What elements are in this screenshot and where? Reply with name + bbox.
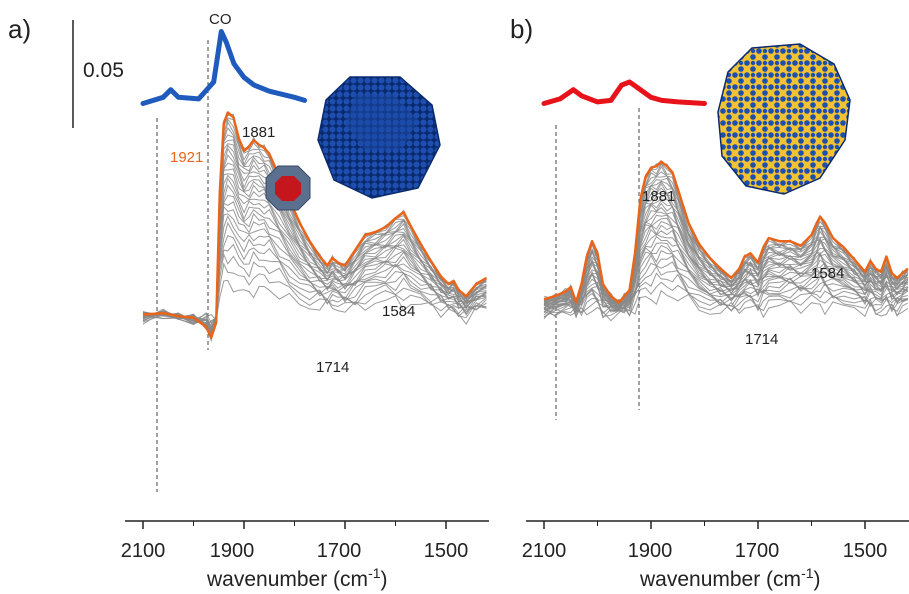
family-spectrum-line: [142, 262, 487, 325]
family-spectrum-line: [543, 265, 909, 316]
peak-label-co: CO: [209, 11, 232, 28]
final-spectrum-line: [142, 111, 488, 339]
x-axis-title-a: wavenumber (cm-1): [206, 565, 388, 591]
peak-label-1921: 1921: [170, 149, 203, 166]
peak-label-1881: 1881: [242, 124, 275, 141]
tick-label-1700: 1700: [317, 540, 362, 562]
tick-label-1900: 1900: [628, 540, 673, 562]
peak-label-1714: 1714: [745, 331, 778, 348]
tick-label-1500: 1500: [843, 540, 888, 562]
family-spectrum-line: [543, 163, 908, 307]
tick-label-2100: 2100: [121, 540, 166, 562]
family-spectrum-line: [543, 235, 909, 310]
tick-label-1900: 1900: [210, 540, 255, 562]
family-spectrum-line: [543, 228, 908, 316]
peak-label-1881: 1881: [642, 188, 675, 205]
final-spectrum-line: [543, 160, 909, 304]
family-spectrum-line: [142, 144, 487, 335]
nanoparticle-alloy-image: [717, 43, 851, 195]
reference-spectrum-line: [140, 29, 308, 106]
panel-a: a) 0.05 CO 1921 1881 1714 1584: [8, 11, 489, 591]
reference-spectrum-line: [541, 79, 707, 106]
x-ticks-a: [142, 521, 447, 529]
peak-label-1714: 1714: [316, 359, 349, 376]
tick-label-1700: 1700: [735, 540, 780, 562]
scale-bar-label: 0.05: [83, 59, 124, 82]
family-spectrum-line: [543, 233, 909, 312]
panel-b-label: b): [510, 14, 533, 44]
core-shell-particle-image: [265, 165, 311, 211]
tick-label-2100: 2100: [522, 540, 567, 562]
panel-b: b) 1881 1714 1584 2100 1900 1700 1500 wa…: [510, 14, 909, 591]
spectra-family: [543, 162, 909, 322]
family-spectrum-line: [142, 252, 487, 330]
peak-label-1584: 1584: [811, 265, 844, 282]
nanoparticle-blue-image: [317, 76, 441, 199]
peak-label-1584: 1584: [382, 303, 415, 320]
tick-label-1500: 1500: [424, 540, 469, 562]
family-spectrum-line: [543, 206, 909, 312]
family-spectrum-line: [142, 154, 487, 333]
x-ticks-b: [543, 521, 866, 529]
x-axis-title-b: wavenumber (cm-1): [639, 565, 821, 591]
panel-a-label: a): [8, 14, 31, 44]
